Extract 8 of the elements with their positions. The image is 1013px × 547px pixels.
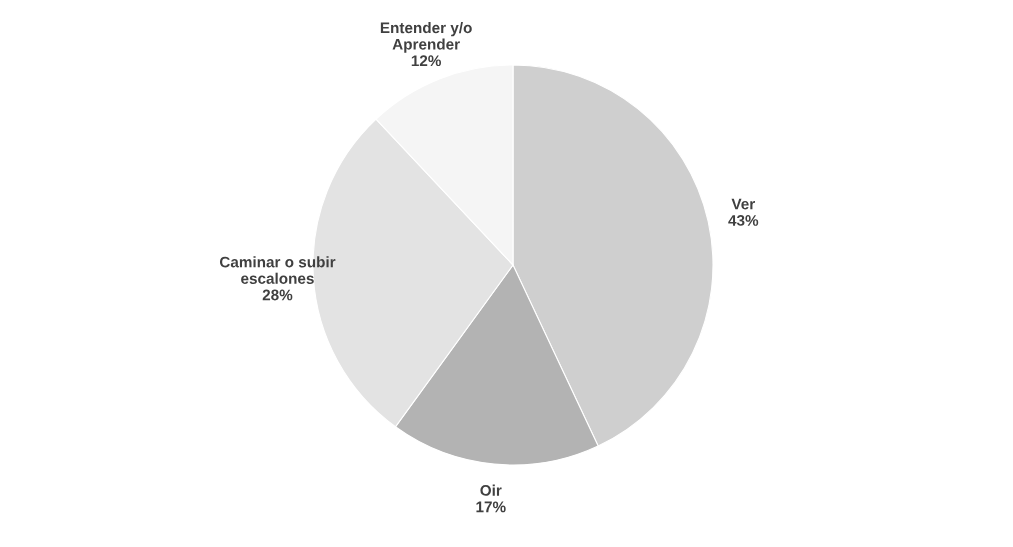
data-label: 12% [411,55,442,67]
data-label: 28% [262,289,293,301]
slice-label: Entender y/o Aprender [380,22,472,53]
data-label: 43% [728,215,759,226]
data-label: 17% [476,501,506,513]
slice-label: Caminar o subir escalones [219,256,336,284]
slice-label: Oir [480,484,502,496]
slice-label: Ver [731,198,755,210]
